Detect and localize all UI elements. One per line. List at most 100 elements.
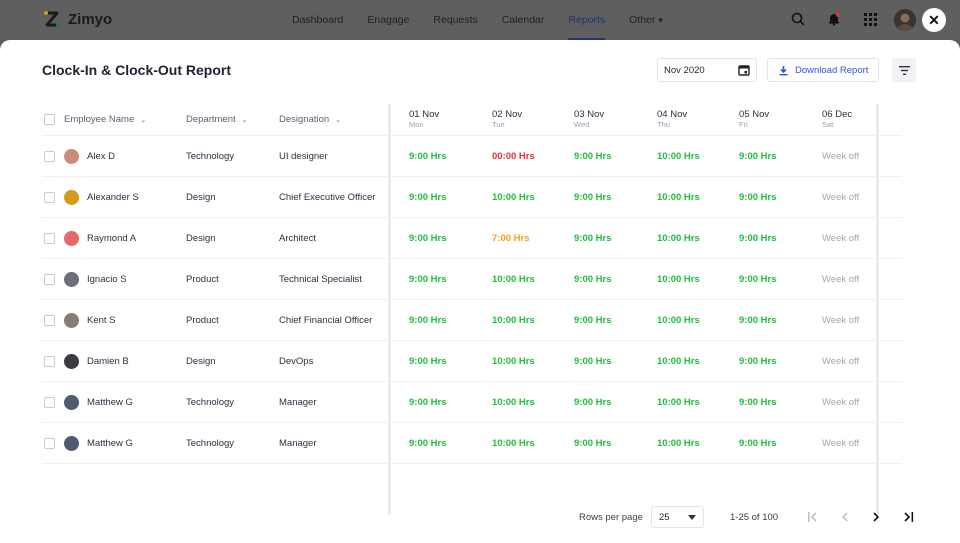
month-picker[interactable]: Nov 2020	[657, 58, 757, 82]
hours-cell[interactable]: 9:00 Hrs	[409, 300, 447, 340]
employee-cell[interactable]: Kent S	[64, 300, 116, 340]
hours-cell[interactable]: Week off	[822, 423, 859, 463]
employee-cell[interactable]: Matthew G	[64, 382, 133, 422]
hours-cell[interactable]: 10:00 Hrs	[492, 341, 535, 381]
hours-cell[interactable]: 9:00 Hrs	[739, 300, 777, 340]
row-checkbox[interactable]	[44, 423, 55, 463]
hours-cell[interactable]: 9:00 Hrs	[574, 177, 612, 217]
table-row[interactable]: Matthew G Technology Manager 9:00 Hrs 10:00 …	[42, 423, 902, 464]
hours-cell[interactable]: Week off	[822, 218, 859, 258]
first-page-button[interactable]	[803, 508, 821, 526]
employee-cell[interactable]: Ignacio S	[64, 259, 127, 299]
filter-button[interactable]	[892, 58, 916, 82]
next-page-button[interactable]	[867, 508, 885, 526]
hours-cell[interactable]: 00:00 Hrs	[492, 136, 535, 176]
nav-reports[interactable]: Reports	[568, 0, 605, 40]
hours-cell[interactable]: 9:00 Hrs	[739, 341, 777, 381]
hours-cell[interactable]: 10:00 Hrs	[492, 382, 535, 422]
hours-cell[interactable]: 7:00 Hrs	[492, 218, 530, 258]
hours-cell[interactable]: 10:00 Hrs	[657, 177, 700, 217]
row-checkbox[interactable]	[44, 218, 55, 258]
select-all-checkbox[interactable]	[44, 104, 55, 135]
hours-cell[interactable]: 9:00 Hrs	[739, 218, 777, 258]
employee-name: Alex D	[87, 150, 115, 162]
hours-cell[interactable]: 9:00 Hrs	[574, 423, 612, 463]
hours-cell[interactable]: 9:00 Hrs	[574, 382, 612, 422]
hours-cell[interactable]: 9:00 Hrs	[739, 423, 777, 463]
hours-cell[interactable]: 10:00 Hrs	[657, 259, 700, 299]
hours-cell[interactable]: Week off	[822, 382, 859, 422]
hours-cell[interactable]: Week off	[822, 177, 859, 217]
apps-grid-icon[interactable]	[860, 9, 880, 29]
hours-cell[interactable]: Week off	[822, 259, 859, 299]
hours-cell[interactable]: Week off	[822, 341, 859, 381]
hours-cell[interactable]: 9:00 Hrs	[739, 259, 777, 299]
nav-dashboard[interactable]: Dashboard	[292, 14, 344, 26]
hours-cell[interactable]: 10:00 Hrs	[657, 423, 700, 463]
table-row[interactable]: Matthew G Technology Manager 9:00 Hrs 10:00 …	[42, 382, 902, 423]
employee-cell[interactable]: Damien B	[64, 341, 129, 381]
hours-cell[interactable]: 9:00 Hrs	[409, 341, 447, 381]
search-icon[interactable]	[788, 9, 808, 29]
table-row[interactable]: Ignacio S Product Technical Specialist 9:00…	[42, 259, 902, 300]
row-checkbox[interactable]	[44, 300, 55, 340]
rows-per-page-select[interactable]: 25	[651, 506, 704, 528]
nav-engage[interactable]: Enagage	[367, 14, 410, 26]
row-checkbox[interactable]	[44, 341, 55, 381]
hours-cell[interactable]: 10:00 Hrs	[657, 300, 700, 340]
hours-cell[interactable]: 10:00 Hrs	[657, 382, 700, 422]
hours-cell[interactable]: 9:00 Hrs	[739, 382, 777, 422]
table-row[interactable]: Alexander S Design Chief Executive Officer…	[42, 177, 902, 218]
employee-cell[interactable]: Alex D	[64, 136, 115, 176]
user-avatar[interactable]	[894, 9, 916, 31]
hours-cell[interactable]: 9:00 Hrs	[574, 259, 612, 299]
download-report-button[interactable]: Download Report	[767, 58, 879, 82]
employee-cell[interactable]: Matthew G	[64, 423, 133, 463]
hours-cell[interactable]: 10:00 Hrs	[657, 136, 700, 176]
hours-cell[interactable]: 9:00 Hrs	[409, 218, 447, 258]
hours-cell[interactable]: 10:00 Hrs	[492, 259, 535, 299]
hours-cell[interactable]: 9:00 Hrs	[574, 300, 612, 340]
calendar-icon[interactable]	[738, 64, 750, 76]
hours-cell[interactable]: 9:00 Hrs	[574, 341, 612, 381]
hours-cell[interactable]: 9:00 Hrs	[574, 218, 612, 258]
bell-icon[interactable]	[824, 9, 844, 29]
hours-cell[interactable]: 9:00 Hrs	[409, 382, 447, 422]
nav-calendar[interactable]: Calendar	[501, 14, 545, 26]
row-checkbox[interactable]	[44, 382, 55, 422]
hours-cell[interactable]: 10:00 Hrs	[657, 218, 700, 258]
column-header-designation[interactable]: Designation ⌄	[279, 104, 341, 135]
table-row[interactable]: Alex D Technology UI designer 9:00 Hrs 00:00…	[42, 136, 902, 177]
hours-cell[interactable]: Week off	[822, 300, 859, 340]
row-checkbox[interactable]	[44, 177, 55, 217]
close-button[interactable]: ✕	[922, 8, 946, 32]
hours-cell[interactable]: 10:00 Hrs	[492, 177, 535, 217]
hours-value: Week off	[822, 273, 860, 285]
employee-cell[interactable]: Alexander S	[64, 177, 139, 217]
hours-cell[interactable]: 10:00 Hrs	[492, 423, 535, 463]
last-page-button[interactable]	[899, 508, 917, 526]
hours-cell[interactable]: 9:00 Hrs	[409, 259, 447, 299]
column-header-employee-name[interactable]: Employee Name ⌄	[64, 104, 146, 135]
table-row[interactable]: Kent S Product Chief Financial Officer 9:00…	[42, 300, 902, 341]
column-header-department[interactable]: Department ⌄	[186, 104, 248, 135]
row-checkbox[interactable]	[44, 259, 55, 299]
employee-avatar	[64, 230, 79, 246]
table-row[interactable]: Raymond A Design Architect 9:00 Hrs 7:00 Hrs…	[42, 218, 902, 259]
hours-cell[interactable]: 9:00 Hrs	[409, 423, 447, 463]
hours-cell[interactable]: 10:00 Hrs	[492, 300, 535, 340]
hours-cell[interactable]: 9:00 Hrs	[739, 177, 777, 217]
row-checkbox[interactable]	[44, 136, 55, 176]
nav-requests[interactable]: Requests	[433, 14, 478, 26]
employee-cell[interactable]: Raymond A	[64, 218, 136, 258]
nav-other[interactable]: Other ▾	[629, 0, 663, 40]
brand-logo[interactable]: Zimyo	[42, 9, 112, 29]
prev-page-button[interactable]	[836, 508, 854, 526]
table-row[interactable]: Damien B Design DevOps 9:00 Hrs 10:00 Hrs 9:0…	[42, 341, 902, 382]
hours-cell[interactable]: 10:00 Hrs	[657, 341, 700, 381]
hours-cell[interactable]: Week off	[822, 136, 859, 176]
hours-cell[interactable]: 9:00 Hrs	[574, 136, 612, 176]
hours-cell[interactable]: 9:00 Hrs	[409, 177, 447, 217]
hours-cell[interactable]: 9:00 Hrs	[739, 136, 777, 176]
hours-cell[interactable]: 9:00 Hrs	[409, 136, 447, 176]
